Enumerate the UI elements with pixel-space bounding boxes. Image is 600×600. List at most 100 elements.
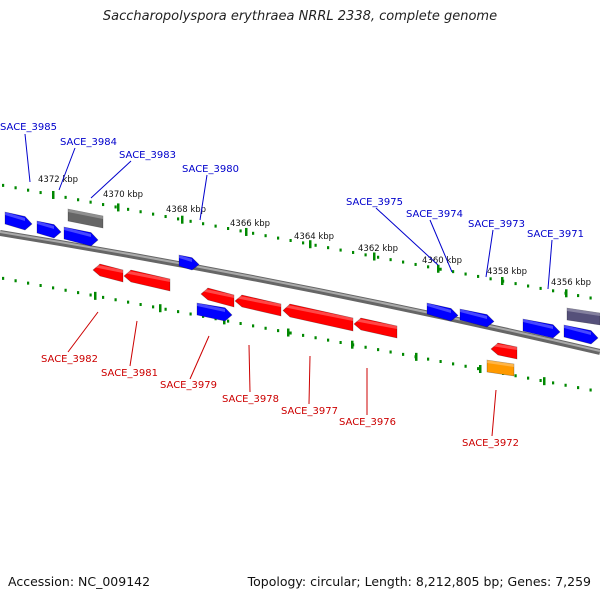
leader-line bbox=[24, 133, 31, 183]
gene-sace-3977 bbox=[282, 303, 354, 332]
tick-dot bbox=[139, 210, 142, 214]
gene-sace-3977a bbox=[234, 294, 282, 317]
major-tick bbox=[501, 277, 504, 286]
kbp-labels: 4372 kbp 4370 kbp 4368 kbp 4366 kbp 4364 kbp… bbox=[38, 175, 591, 288]
kbp-label: 4370 kbp bbox=[103, 190, 143, 200]
leader-line bbox=[429, 219, 453, 273]
tick-dot bbox=[77, 291, 80, 295]
kbp-label: 4372 kbp bbox=[38, 175, 78, 185]
major-tick bbox=[415, 352, 418, 361]
gene-sace-3979-fwd bbox=[196, 302, 233, 322]
gene-sace-3972 bbox=[486, 359, 515, 377]
tick-dot bbox=[139, 303, 142, 307]
tick-dot bbox=[539, 379, 542, 383]
gene-label-sace-3980: SACE_3980 bbox=[182, 164, 239, 175]
major-tick bbox=[565, 289, 568, 298]
tick-dot bbox=[477, 367, 480, 371]
tick-dot bbox=[514, 374, 517, 378]
leader-line bbox=[129, 320, 138, 367]
gene-label-sace-3972: SACE_3972 bbox=[462, 438, 519, 449]
genome-backbone bbox=[0, 230, 600, 355]
tick-dot bbox=[202, 222, 205, 226]
gene-label-sace-3982: SACE_3982 bbox=[41, 354, 98, 365]
tick-dot bbox=[314, 336, 317, 340]
leader-line bbox=[375, 207, 439, 266]
tick-dot bbox=[214, 224, 217, 228]
major-tick bbox=[287, 328, 290, 337]
tick-dot bbox=[464, 364, 467, 368]
gene-features bbox=[4, 208, 600, 377]
tick-dot bbox=[39, 284, 42, 288]
tick-dot bbox=[389, 350, 392, 354]
leader-line bbox=[491, 389, 497, 437]
gene-label-sace-3973: SACE_3973 bbox=[468, 219, 525, 230]
genome-summary-text: Topology: circular; Length: 8,212,805 bp… bbox=[247, 574, 591, 589]
gene-label-sace-3975: SACE_3975 bbox=[346, 197, 403, 208]
tick-dot bbox=[277, 329, 280, 333]
tick-dot bbox=[289, 238, 292, 242]
gene-sace-3972a bbox=[490, 342, 518, 360]
tick-dot bbox=[102, 295, 105, 299]
major-tick bbox=[351, 340, 354, 349]
leader-line bbox=[58, 147, 76, 191]
tick-dot bbox=[339, 248, 342, 252]
major-tick bbox=[479, 365, 482, 374]
kbp-label: 4364 kbp bbox=[294, 232, 334, 242]
kbp-label: 4366 kbp bbox=[230, 219, 270, 229]
kbp-label: 4360 kbp bbox=[422, 256, 462, 266]
tick-dot bbox=[2, 276, 5, 280]
tick-dot bbox=[564, 383, 567, 387]
tick-dot bbox=[127, 300, 130, 304]
gene-sace-3982 bbox=[92, 263, 124, 283]
tick-dot bbox=[364, 345, 367, 349]
tick-dot bbox=[189, 219, 192, 223]
tick-dot bbox=[489, 277, 492, 281]
leader-line bbox=[90, 160, 132, 199]
tick-dot bbox=[52, 286, 55, 290]
tick-dot bbox=[539, 286, 542, 290]
kbp-label: 4358 kbp bbox=[487, 267, 527, 277]
tick-dot bbox=[252, 324, 255, 328]
leader-line bbox=[189, 335, 210, 380]
tick-dot bbox=[152, 305, 155, 309]
gene-label-sace-3979: SACE_3979 bbox=[160, 380, 217, 391]
major-tick bbox=[117, 203, 120, 212]
leader-line bbox=[67, 311, 99, 353]
tick-dot bbox=[102, 203, 105, 207]
tick-dot bbox=[164, 215, 167, 219]
gene-label-sace-3977: SACE_3977 bbox=[281, 406, 338, 417]
tick-dot bbox=[27, 281, 30, 285]
tick-dot bbox=[202, 314, 205, 318]
tick-dot bbox=[302, 333, 305, 337]
kbp-label: 4362 kbp bbox=[358, 244, 398, 254]
major-tick bbox=[181, 215, 184, 224]
tick-dot bbox=[327, 246, 330, 250]
tick-dot bbox=[189, 312, 192, 316]
gene-sace-3976 bbox=[353, 317, 398, 339]
tick-dot bbox=[177, 217, 180, 221]
gene-sace-3984 bbox=[36, 220, 62, 239]
gene-sace-3981 bbox=[123, 269, 171, 292]
major-tick bbox=[159, 304, 162, 313]
tick-dot bbox=[552, 381, 555, 385]
tick-dot bbox=[14, 279, 17, 283]
tick-dot bbox=[552, 289, 555, 293]
tick-dot bbox=[427, 265, 430, 269]
tick-dot bbox=[227, 319, 230, 323]
tick-dot bbox=[164, 307, 167, 311]
tick-dot bbox=[452, 270, 455, 274]
major-tick bbox=[437, 264, 440, 273]
tick-dot bbox=[314, 243, 317, 247]
tick-dot bbox=[64, 288, 67, 292]
gene-sace-3974 bbox=[459, 308, 495, 328]
tick-dot bbox=[2, 183, 5, 187]
gene-grey-feature bbox=[67, 208, 104, 229]
kbp-label: 4356 kbp bbox=[551, 278, 591, 288]
leader-line bbox=[308, 355, 311, 405]
tick-dot bbox=[589, 388, 592, 392]
tick-dot bbox=[14, 186, 17, 190]
tick-dot bbox=[439, 267, 442, 271]
tick-dot bbox=[389, 258, 392, 262]
gene-label-sace-3971: SACE_3971 bbox=[527, 229, 584, 240]
